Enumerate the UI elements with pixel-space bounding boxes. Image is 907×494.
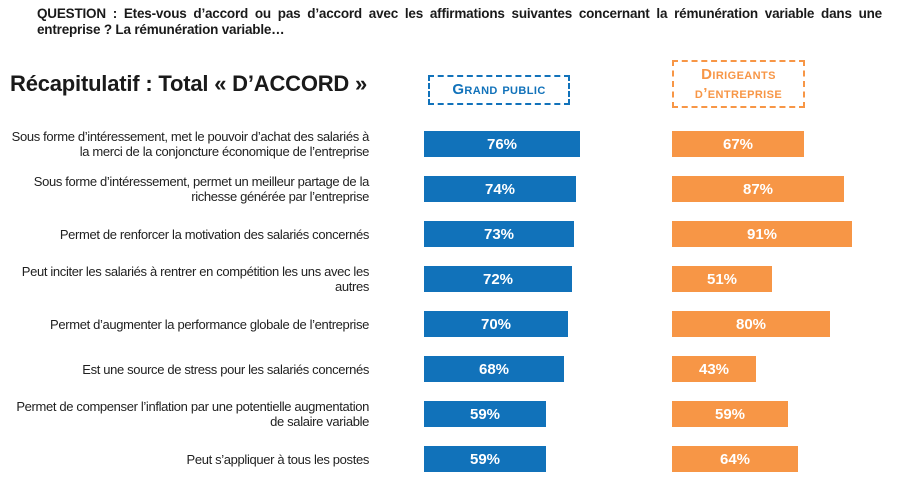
dirigeants-value: 59% xyxy=(714,405,746,423)
statement-label: Peut inciter les salariés à rentrer en c… xyxy=(21,264,370,294)
dirigeants-bar: 59% xyxy=(672,401,788,427)
legend-grand-public: Grand public xyxy=(428,75,570,105)
dirigeants-value: 51% xyxy=(706,270,738,288)
dirigeants-value: 80% xyxy=(735,315,767,333)
dirigeants-value: 67% xyxy=(722,135,754,153)
statement-label: Sous forme d’intéressement, permet un me… xyxy=(33,174,370,204)
chart-row: Permet d’augmenter la performance global… xyxy=(0,311,907,337)
statement-label: Permet d’augmenter la performance global… xyxy=(50,316,369,332)
chart-row: Est une source de stress pour les salari… xyxy=(0,356,907,382)
dirigeants-value: 43% xyxy=(698,360,730,378)
legend-grand-public-label: Grand public xyxy=(452,81,546,99)
chart-row: Permet de compenser l’inflation par une … xyxy=(0,399,907,429)
chart-row: Permet de renforcer la motivation des sa… xyxy=(0,221,907,247)
dirigeants-value: 64% xyxy=(719,450,751,468)
grand-public-value: 59% xyxy=(469,450,501,468)
dirigeants-bar: 51% xyxy=(672,266,772,292)
survey-question-text: QUESTION : Etes-vous d’accord ou pas d’a… xyxy=(37,6,882,37)
statement-label: Peut s’appliquer à tous les postes xyxy=(186,451,370,467)
grand-public-value: 74% xyxy=(484,180,516,198)
grand-public-bar: 72% xyxy=(424,266,572,292)
legend-dirigeants-label: Dirigeants d’entreprise xyxy=(694,65,783,103)
statement-label: Sous forme d’intéressement, met le pouvo… xyxy=(11,129,370,159)
statement-label: Permet de renforcer la motivation des sa… xyxy=(59,226,370,242)
statement-label: Est une source de stress pour les salari… xyxy=(82,361,369,377)
chart-row: Sous forme d’intéressement, met le pouvo… xyxy=(0,129,907,159)
grand-public-bar: 76% xyxy=(424,131,580,157)
grand-public-value: 73% xyxy=(483,225,515,243)
chart-rows: Sous forme d’intéressement, met le pouvo… xyxy=(0,129,907,494)
chart-row: Peut inciter les salariés à rentrer en c… xyxy=(0,264,907,294)
dirigeants-bar: 91% xyxy=(672,221,852,247)
grand-public-bar: 73% xyxy=(424,221,574,247)
chart-row: Sous forme d’intéressement, permet un me… xyxy=(0,174,907,204)
dirigeants-bar: 64% xyxy=(672,446,798,472)
grand-public-bar: 59% xyxy=(424,401,546,427)
dirigeants-bar: 80% xyxy=(672,311,830,337)
page-title: Récapitulatif : Total « D’ACCORD » xyxy=(10,71,368,96)
statement-label: Permet de compenser l’inflation par une … xyxy=(16,399,369,429)
dirigeants-bar: 87% xyxy=(672,176,844,202)
dirigeants-bar: 43% xyxy=(672,356,756,382)
grand-public-value: 76% xyxy=(486,135,518,153)
grand-public-value: 70% xyxy=(480,315,512,333)
grand-public-value: 72% xyxy=(482,270,514,288)
grand-public-value: 68% xyxy=(478,360,510,378)
chart-row: Peut s’appliquer à tous les postes 59% 6… xyxy=(0,446,907,472)
grand-public-bar: 68% xyxy=(424,356,564,382)
dirigeants-bar: 67% xyxy=(672,131,804,157)
grand-public-bar: 59% xyxy=(424,446,546,472)
grand-public-bar: 74% xyxy=(424,176,576,202)
grand-public-bar: 70% xyxy=(424,311,568,337)
grand-public-value: 59% xyxy=(469,405,501,423)
legend-dirigeants-entreprise: Dirigeants d’entreprise xyxy=(672,60,805,108)
dirigeants-value: 91% xyxy=(746,225,778,243)
dirigeants-value: 87% xyxy=(742,180,774,198)
